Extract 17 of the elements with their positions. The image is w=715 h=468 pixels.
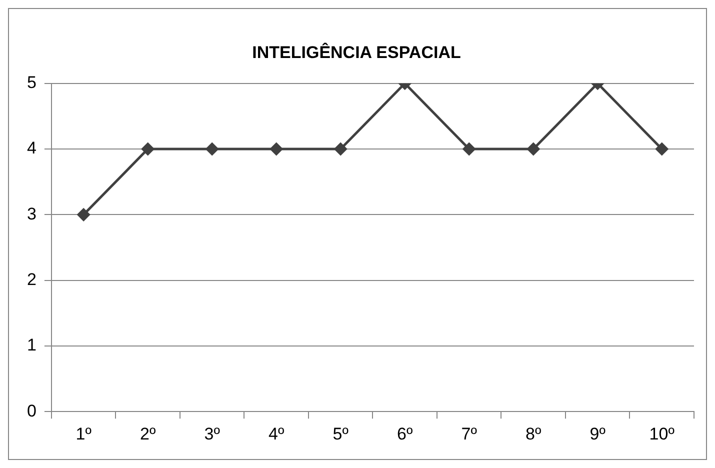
y-tick-label: 4 [26,138,36,158]
x-tick-label: 4º [268,424,284,444]
y-tick-label: 2 [26,270,36,290]
x-tick-label: 3º [204,424,220,444]
y-tick-label: 5 [26,73,36,92]
x-tick-label: 6º [397,424,413,444]
chart-title: INTELIGÊNCIA ESPACIAL [252,42,461,62]
y-tick-label: 3 [26,204,36,224]
x-tick-label: 1º [76,424,92,444]
x-tick-label: 8º [526,424,542,444]
x-tick-label: 5º [332,424,348,444]
x-tick-label: 10º [649,424,674,444]
x-tick-label: 2º [140,424,156,444]
x-tick-label: 7º [461,424,477,444]
y-tick-label: 1 [26,336,36,355]
y-tick-label: 0 [26,401,36,420]
x-tick-label: 9º [590,424,606,444]
